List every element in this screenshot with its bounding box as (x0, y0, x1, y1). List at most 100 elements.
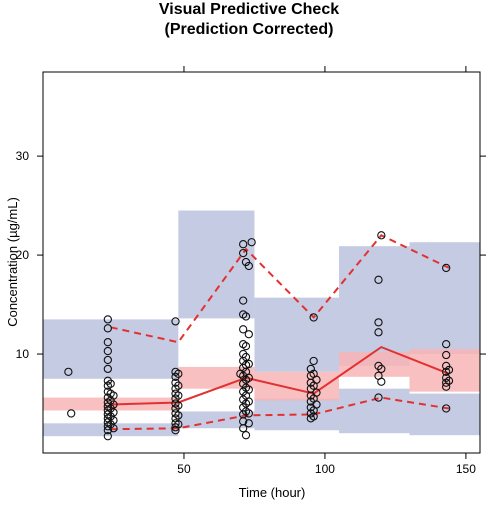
observation-point (174, 401, 183, 410)
observation-point (312, 375, 321, 384)
observation-point (109, 400, 118, 409)
observation-point (109, 408, 118, 417)
observation-point (244, 419, 253, 428)
observation-point (306, 409, 315, 418)
observation-point (109, 424, 118, 433)
upper-prediction-band-2 (178, 210, 255, 319)
observation-point (103, 432, 112, 441)
observation-point (374, 393, 383, 402)
observation-point (103, 376, 112, 385)
median-percentile-line (110, 345, 450, 406)
x-axis-title: Time (hour) (239, 485, 306, 500)
observation-point (103, 324, 112, 333)
observation-point (103, 346, 112, 356)
observation-point (109, 416, 118, 425)
observation-point (174, 381, 183, 390)
observation-point (442, 404, 451, 413)
median-band-5 (409, 349, 480, 392)
observation-point (174, 369, 183, 378)
observation-point (312, 400, 321, 409)
observation-point (442, 373, 451, 382)
observation-point (244, 330, 253, 339)
y-axis-title: Concentration (µg/mL) (5, 197, 20, 327)
observation-point (244, 409, 253, 418)
lower-percentile-line (110, 396, 450, 431)
observation-point (103, 364, 112, 374)
median-band-4 (339, 352, 410, 377)
observation-point (241, 312, 251, 321)
observation-point (442, 263, 451, 273)
observation-point (244, 359, 253, 369)
observation-point (174, 391, 183, 400)
observation-point (309, 412, 318, 421)
observation-point (244, 373, 253, 382)
observation-point (377, 377, 386, 386)
observation-point (239, 325, 248, 334)
observation-point (309, 313, 318, 322)
observation-point (241, 341, 251, 351)
observation-point (444, 376, 454, 385)
observation-point (109, 391, 118, 400)
observation-point (106, 379, 115, 388)
observation-point (374, 318, 383, 327)
percentile-lines (110, 234, 450, 431)
observation-point (171, 394, 180, 403)
observation-point (442, 339, 451, 349)
observation-point (239, 248, 248, 258)
y-tick-label: 30 (16, 149, 30, 163)
observation-point (171, 404, 180, 413)
observation-point (442, 350, 451, 360)
y-tick-label: 20 (16, 248, 30, 262)
observation-point (239, 424, 248, 433)
observation-point (171, 372, 180, 381)
y-tick-label: 10 (16, 347, 30, 361)
x-tick-label: 100 (315, 462, 335, 476)
observation-point (174, 411, 183, 420)
lower-prediction-band-5 (409, 393, 480, 436)
observation-point (64, 367, 73, 377)
observation-point (241, 352, 251, 362)
median-line (110, 345, 450, 406)
chart-title-block: Visual Predictive Check (Prediction Corr… (0, 0, 498, 40)
observation-point (171, 423, 180, 432)
observation-point (374, 361, 383, 371)
chart-subtitle: (Prediction Corrected) (164, 21, 334, 38)
axes: 50 100 150 10 20 30 (16, 66, 486, 476)
observation-point (377, 231, 386, 240)
x-tick-label: 150 (456, 462, 476, 476)
observed-points (64, 231, 454, 441)
observation-point (103, 315, 112, 324)
observation-point (247, 238, 256, 247)
observation-point (171, 384, 180, 393)
observation-point (244, 397, 253, 406)
upper-percentile-line (110, 234, 450, 344)
upper-prediction-band-3 (254, 297, 340, 372)
observation-point (374, 275, 383, 284)
observation-point (67, 409, 76, 418)
lower-prediction-band-4 (339, 388, 410, 434)
observation-point (239, 240, 248, 249)
observation-point (312, 388, 321, 397)
observation-point (171, 317, 180, 326)
observation-point (171, 378, 180, 387)
x-tick-label: 50 (177, 462, 191, 476)
observation-point (244, 261, 253, 271)
observation-point (444, 365, 454, 375)
observation-point (174, 420, 183, 429)
chart-title: Visual Predictive Check (158, 1, 340, 18)
upper-prediction-band-5 (409, 242, 480, 355)
median-band-2 (178, 366, 255, 389)
upper-prediction-band-4 (339, 246, 410, 366)
observation-point (309, 356, 318, 366)
observation-point (103, 338, 112, 347)
prediction-interval-bands (43, 210, 480, 437)
observation-point (103, 355, 112, 365)
observation-point (244, 385, 253, 394)
observation-point (241, 431, 251, 440)
observation-point (377, 364, 386, 374)
median-interval-bands (43, 349, 480, 411)
observation-point (239, 296, 248, 305)
median-band-3 (254, 371, 340, 401)
plot-frame (42, 71, 481, 454)
